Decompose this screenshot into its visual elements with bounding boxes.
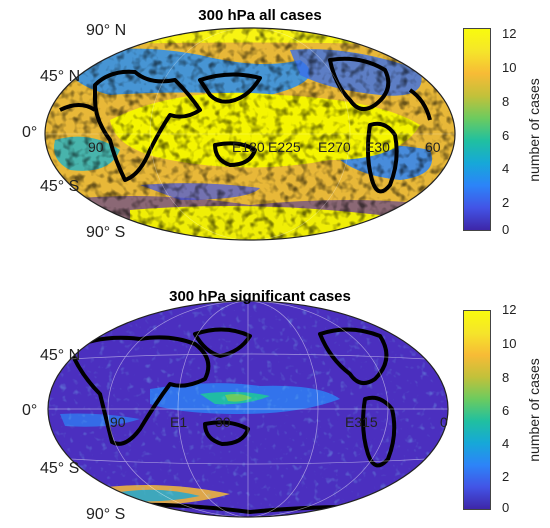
colorbar-tick: 10 [502, 336, 517, 351]
longitude-labels: 90 E1 30 E315 0 [110, 414, 448, 430]
colorbar [463, 28, 491, 231]
map-panel-all-cases: 90 E180 E225 E270 E30 60 300 hPa all cas… [22, 7, 542, 241]
map-panel-significant-cases: 90 E1 30 E315 0 300 hPa significant case… [0, 264, 550, 528]
colorbar-tick: 8 [502, 370, 510, 385]
lat-label-45n: 45° N [40, 68, 81, 85]
colorbar [463, 310, 491, 510]
colorbar-tick: 4 [502, 161, 510, 176]
lon-label: 60 [425, 139, 441, 155]
graticule [45, 28, 455, 240]
lat-label-45n: 45° N [40, 347, 81, 364]
colorbar-tick: 2 [502, 195, 510, 210]
colorbar-tick: 0 [502, 500, 510, 515]
panel-title: 300 hPa all cases [198, 7, 322, 24]
lon-label: E315 [345, 414, 378, 430]
longitude-labels: 90 E180 E225 E270 E30 60 [88, 139, 441, 155]
lat-label-45s: 45° S [40, 460, 80, 477]
colorbar-tick: 12 [502, 302, 517, 317]
lat-label-equator: 0° [22, 402, 38, 419]
lon-label: 0 [440, 414, 448, 430]
colorbar-tick: 8 [502, 94, 510, 109]
lat-label-90s: 90° S [86, 224, 126, 241]
all-cases-map: 90 E180 E225 E270 E30 60 [44, 27, 456, 241]
lat-label-equator: 0° [22, 124, 38, 141]
colorbar-tick: 6 [502, 403, 510, 418]
lat-label-90s: 90° S [86, 506, 126, 523]
colorbar-tick: 0 [502, 222, 510, 237]
colorbar-tick: 6 [502, 128, 510, 143]
coastlines [59, 56, 432, 194]
colorbar-tick: 10 [502, 60, 517, 75]
lon-label: E270 [318, 139, 351, 155]
significant-cases-map: 90 E1 30 E315 0 [47, 300, 449, 518]
colorbar-label: number of cases [526, 78, 542, 182]
lat-label-45s: 45° S [40, 178, 80, 195]
speckle-texture [45, 28, 455, 240]
lon-label: E225 [268, 139, 301, 155]
panel-title: 300 hPa significant cases [169, 288, 351, 305]
map-frame [44, 27, 456, 241]
colorbar-tick: 4 [502, 436, 510, 451]
colorbar-tick: 12 [502, 26, 517, 41]
lat-label-90n: 90° N [86, 22, 127, 39]
lon-label: E180 [232, 139, 265, 155]
lon-label: E30 [365, 139, 390, 155]
graticule [48, 301, 448, 517]
lon-label: 90 [110, 414, 126, 430]
lon-label: 30 [215, 414, 231, 430]
colorbar-tick: 2 [502, 469, 510, 484]
colorbar-label: number of cases [526, 358, 542, 462]
map-frame [47, 300, 449, 518]
lon-label: E1 [170, 414, 187, 430]
lon-label: 90 [88, 139, 104, 155]
